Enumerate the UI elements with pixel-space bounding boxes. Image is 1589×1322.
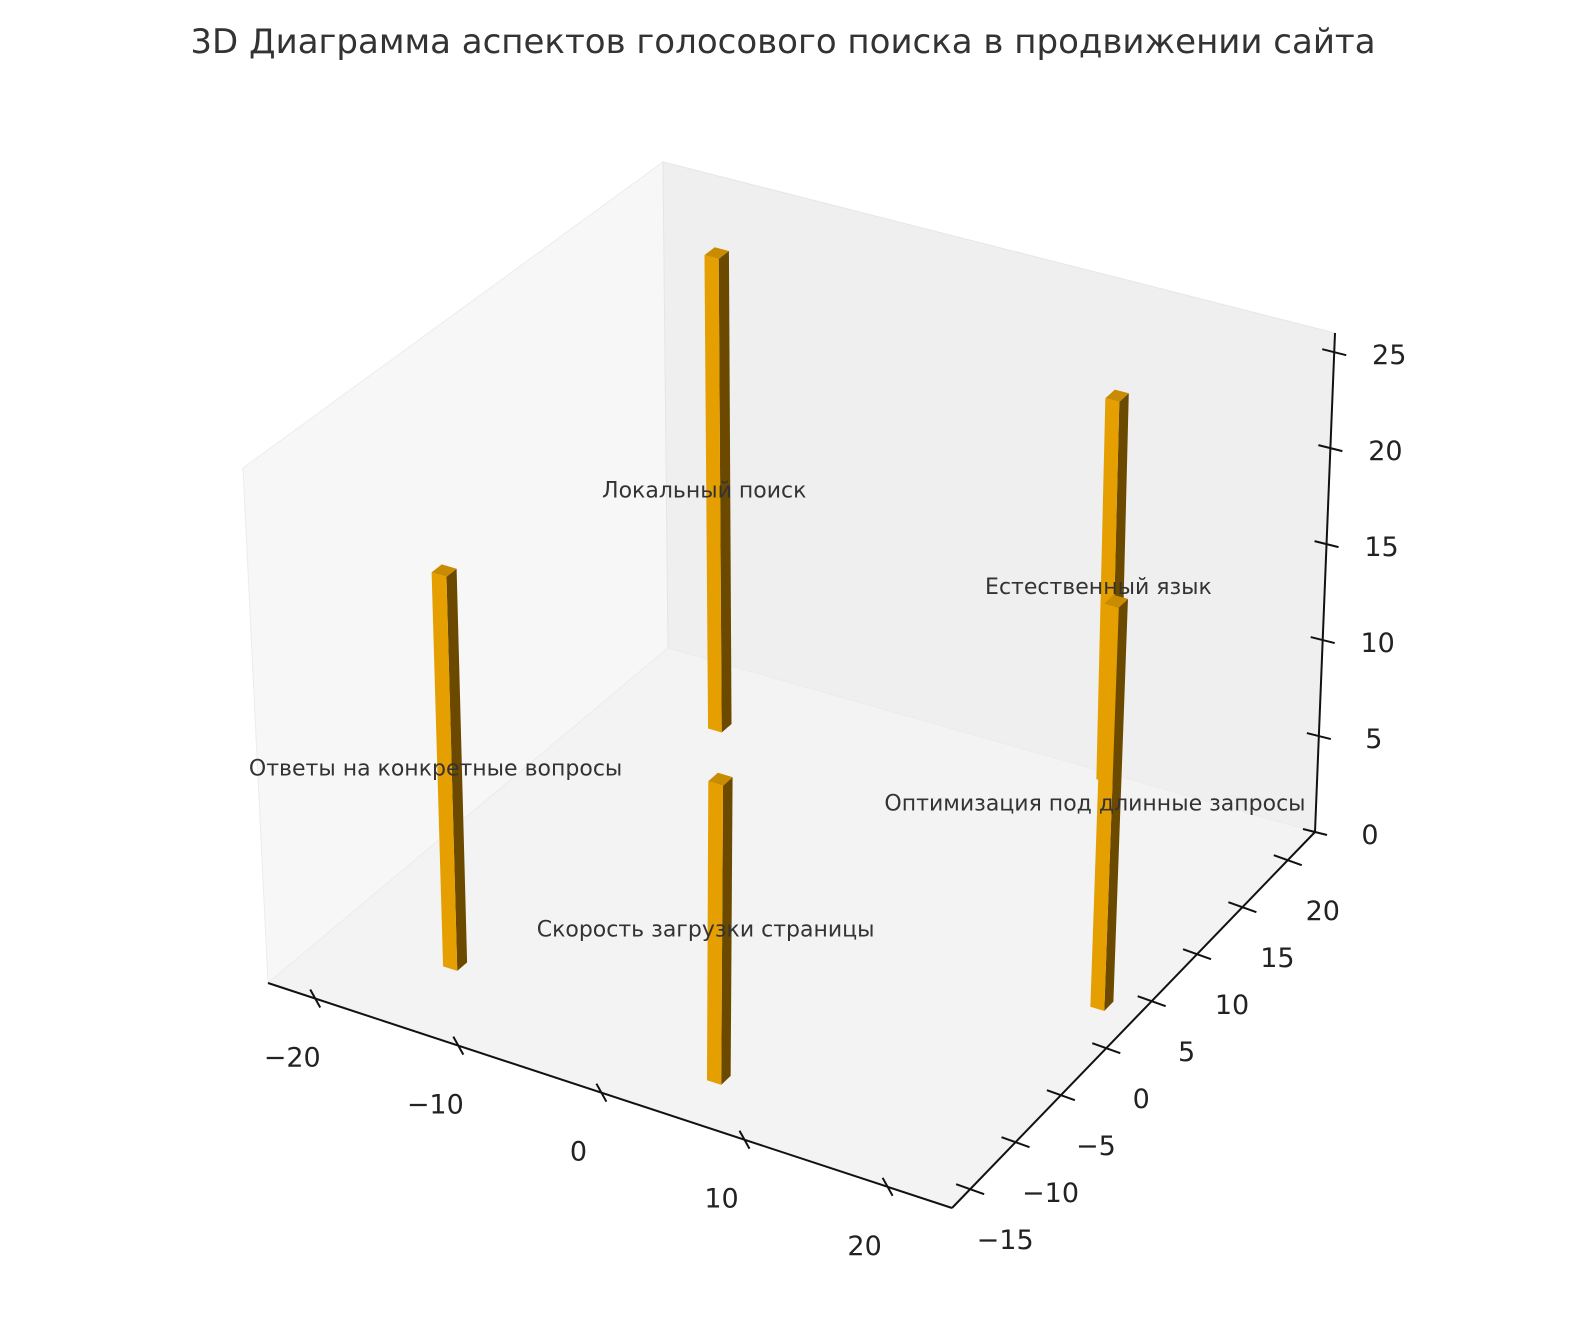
bar-front-face [431,572,458,971]
x-tick-label: 0 [570,1137,587,1168]
y-tick-label: −5 [1076,1131,1116,1162]
y-tick-mark [1091,1042,1121,1055]
x-tick-mark [309,989,322,1009]
y-tick-label: −15 [977,1225,1034,1256]
bar [704,247,732,733]
y-tick-label: 0 [1133,1084,1150,1115]
bar-front-face [1090,603,1119,1012]
y-tick-mark [1273,854,1303,867]
z-tick-mark [1306,732,1332,741]
bar-label: Ответы на конкретные вопросы [249,756,622,781]
y-tick-mark [1001,1136,1030,1149]
y-tick-label: 5 [1178,1037,1195,1068]
y-tick-label: −10 [1022,1178,1079,1209]
x-axis-line [267,982,953,1209]
y-tick-mark [1046,1089,1076,1102]
y-tick-mark [1228,901,1257,914]
bar-label: Оптимизация под длинные запросы [884,792,1305,817]
z-tick-mark [1310,636,1335,645]
y-axis-line [951,831,1316,1209]
bar-top-face [431,564,457,577]
bar [1090,594,1128,1012]
x-tick-mark [881,1177,894,1197]
y-tick-label: 10 [1215,990,1249,1021]
bar [706,772,733,1085]
bar-label: Локальный поиск [602,479,806,504]
z-tick-label: 10 [1361,628,1395,659]
x-tick-label: −10 [407,1090,464,1121]
bar-front-face [704,255,722,733]
bar-side-face [446,568,468,971]
y-tick-mark [1182,948,1212,961]
z-tick-mark [1302,828,1328,836]
bar-front-face [706,781,724,1085]
bar-top-face [704,247,729,259]
z-tick-mark [1321,348,1347,357]
z-tick-label: 0 [1361,820,1378,851]
z-tick-mark [1314,540,1339,549]
bar-top-face [708,772,733,786]
z-axis-line [1314,332,1336,833]
x-tick-mark [452,1036,465,1056]
x-tick-label: −20 [264,1043,321,1074]
z-tick-label: 15 [1364,532,1398,563]
bar-side-face [721,777,733,1085]
y-tick-mark [955,1183,985,1196]
bar [431,564,468,971]
bar-label: Естественный язык [985,575,1212,600]
chart-title: 3D Диаграмма аспектов голосового поиска … [190,22,1375,62]
x-tick-mark [738,1130,751,1150]
bar-side-face [718,250,732,733]
y-tick-mark [1137,995,1166,1008]
y-tick-label: 15 [1260,943,1294,974]
z-tick-label: 25 [1372,340,1406,371]
y-tick-label: 20 [1306,896,1340,927]
x-tick-label: 10 [704,1184,738,1215]
z-tick-label: 5 [1365,724,1382,755]
z-tick-label: 20 [1368,436,1402,467]
z-tick-mark [1318,444,1343,453]
bar-top-face [1105,389,1129,402]
bar-side-face [1104,598,1128,1012]
bar-label: Скорость загрузки страницы [537,918,875,943]
x-tick-label: 20 [847,1231,881,1262]
bar-top-face [1104,594,1128,608]
x-tick-mark [595,1083,608,1103]
